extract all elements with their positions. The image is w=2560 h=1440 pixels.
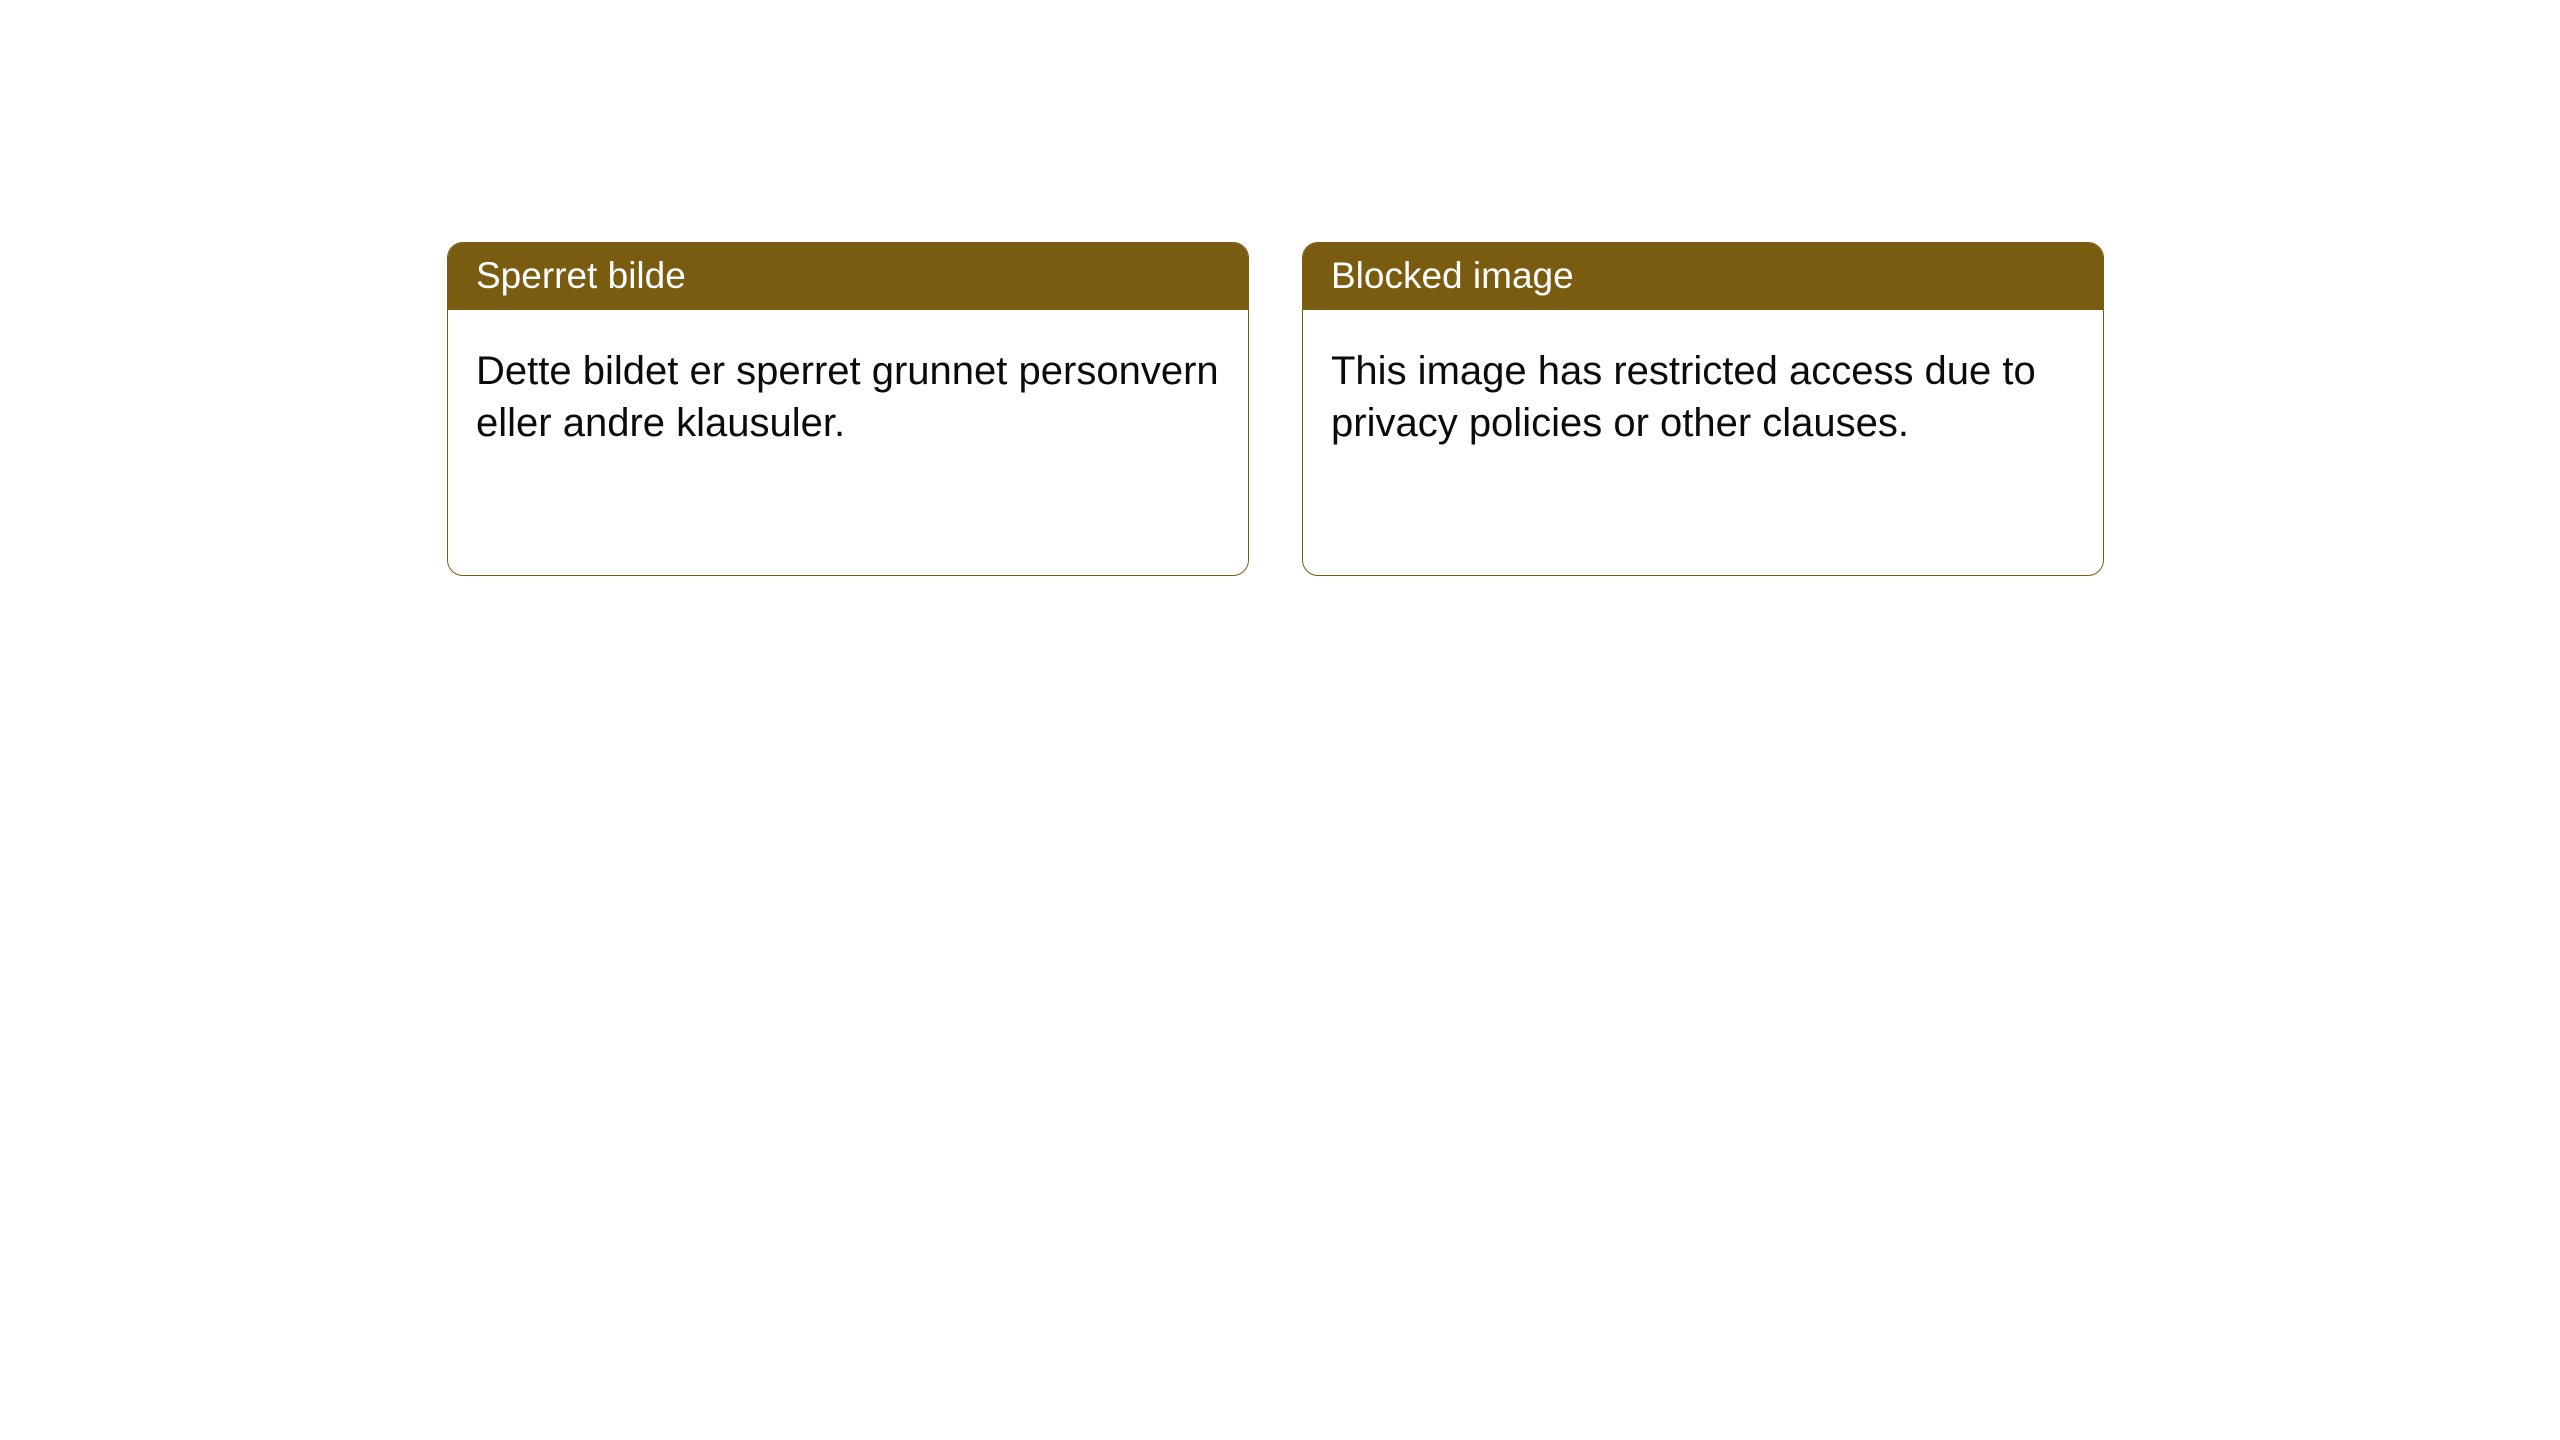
card-body-text-en: This image has restricted access due to … (1331, 349, 2036, 445)
card-header-no: Sperret bilde (448, 243, 1248, 310)
card-title-en: Blocked image (1331, 255, 1574, 296)
card-header-en: Blocked image (1303, 243, 2103, 310)
card-body-text-no: Dette bildet er sperret grunnet personve… (476, 349, 1219, 445)
blocked-image-card-no: Sperret bilde Dette bildet er sperret gr… (447, 242, 1249, 576)
card-title-no: Sperret bilde (476, 255, 686, 296)
card-body-no: Dette bildet er sperret grunnet personve… (448, 310, 1248, 484)
cards-container: Sperret bilde Dette bildet er sperret gr… (447, 242, 2104, 576)
card-body-en: This image has restricted access due to … (1303, 310, 2103, 484)
blocked-image-card-en: Blocked image This image has restricted … (1302, 242, 2104, 576)
